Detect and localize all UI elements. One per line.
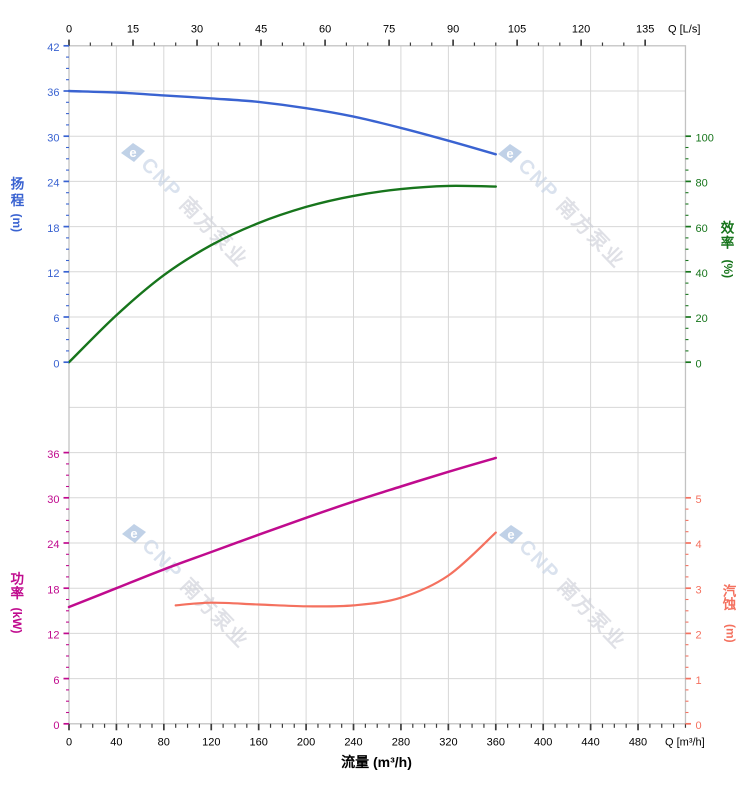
svg-text:36: 36 [47,449,59,461]
svg-text:汽: 汽 [723,583,737,599]
svg-text:40: 40 [110,737,122,749]
svg-text:400: 400 [534,737,552,749]
svg-text:0: 0 [66,24,72,36]
svg-text:440: 440 [581,737,599,749]
svg-text:(kW): (kW) [10,608,24,634]
svg-text:6: 6 [53,313,59,325]
svg-text:360: 360 [487,737,505,749]
svg-text:(%): (%) [721,260,735,279]
svg-text:30: 30 [47,494,59,506]
svg-text:30: 30 [191,24,203,36]
svg-text:扬: 扬 [11,175,25,191]
svg-text:4: 4 [696,539,702,551]
svg-text:240: 240 [344,737,362,749]
svg-text:280: 280 [392,737,410,749]
svg-text:12: 12 [47,268,59,280]
svg-text:率: 率 [721,235,735,251]
svg-text:CNP 南方泵业: CNP 南方泵业 [137,533,254,653]
svg-text:e: e [506,146,513,161]
svg-text:Q [m³/h]: Q [m³/h] [665,737,705,749]
svg-text:(m): (m) [724,624,738,643]
svg-text:135: 135 [636,24,654,36]
svg-text:80: 80 [158,737,170,749]
svg-text:1: 1 [696,675,702,687]
svg-text:3: 3 [696,584,702,596]
svg-text:120: 120 [202,737,220,749]
svg-text:320: 320 [439,737,457,749]
svg-text:蚀: 蚀 [722,596,737,612]
svg-text:75: 75 [383,24,395,36]
svg-text:0: 0 [53,358,59,370]
svg-text:12: 12 [47,630,59,642]
svg-text:120: 120 [572,24,590,36]
svg-text:2: 2 [696,630,702,642]
svg-text:100: 100 [696,132,714,144]
svg-text:60: 60 [319,24,331,36]
svg-text:程: 程 [11,193,25,208]
svg-text:CNP 南方泵业: CNP 南方泵业 [514,534,631,654]
svg-text:e: e [129,145,136,160]
svg-text:160: 160 [250,737,268,749]
svg-text:45: 45 [255,24,267,36]
svg-text:80: 80 [696,178,708,190]
svg-text:18: 18 [47,584,59,596]
svg-text:0: 0 [53,720,59,732]
svg-text:42: 42 [47,42,59,54]
svg-text:60: 60 [696,223,708,235]
svg-text:0: 0 [696,358,702,370]
svg-text:24: 24 [47,178,59,190]
svg-text:率: 率 [10,585,24,601]
svg-text:5: 5 [696,494,702,506]
svg-text:40: 40 [696,268,708,280]
svg-text:0: 0 [66,737,72,749]
svg-text:30: 30 [47,132,59,144]
svg-text:15: 15 [127,24,139,36]
svg-text:90: 90 [447,24,459,36]
svg-text:e: e [507,527,514,542]
svg-text:200: 200 [297,737,315,749]
svg-text:Q [L/s]: Q [L/s] [668,24,700,36]
svg-text:20: 20 [696,313,708,325]
svg-text:105: 105 [508,24,526,36]
svg-text:24: 24 [47,539,59,551]
svg-text:480: 480 [629,737,647,749]
svg-text:e: e [130,526,137,541]
svg-text:效: 效 [721,219,735,235]
svg-text:0: 0 [696,720,702,732]
svg-text:(m): (m) [10,214,24,233]
svg-text:CNP 南方泵业: CNP 南方泵业 [513,153,630,273]
svg-text:36: 36 [47,87,59,99]
svg-text:流量 (m³/h): 流量 (m³/h) [341,754,412,770]
svg-text:18: 18 [47,223,59,235]
svg-text:功: 功 [10,572,24,587]
svg-text:6: 6 [53,675,59,687]
